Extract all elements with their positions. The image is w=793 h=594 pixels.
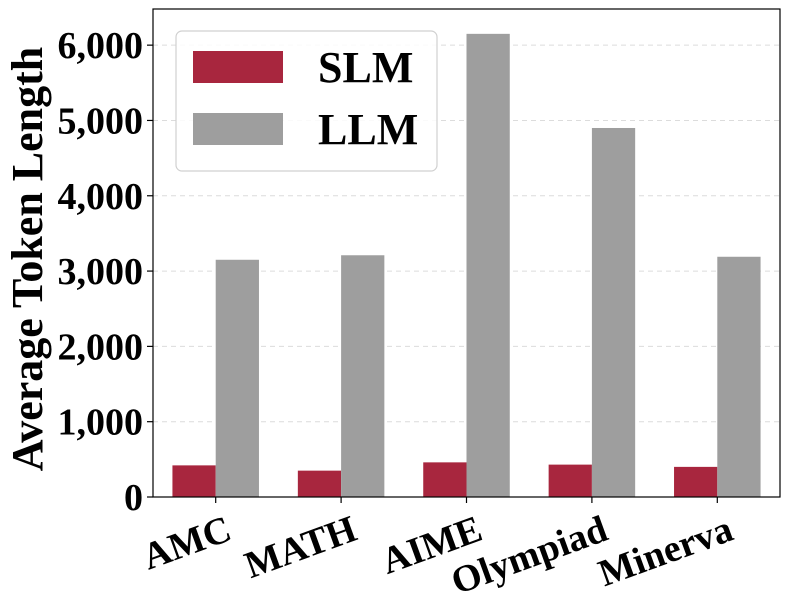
y-tick-label: 5,000 [58,100,144,142]
y-tick-label: 4,000 [58,176,144,218]
gridlines [153,44,780,423]
x-tick-label: AMC [137,508,237,579]
bar-slm-minerva [674,466,718,497]
bar-llm-amc [215,259,259,497]
bars [172,33,761,497]
legend: SLM LLM [175,30,438,172]
y-tick-label: 3,000 [58,251,144,293]
bar-slm-aime [423,462,467,497]
legend-swatch-llm [193,113,283,145]
legend-label-slm: SLM [318,43,413,92]
x-tick-label: Minerva [593,508,738,594]
y-axis-label: Average Token Length [3,47,52,472]
bar-llm-olympiad [591,127,636,497]
y-tick-label: 6,000 [58,25,144,67]
bar-llm-math [341,255,385,497]
bar-slm-olympiad [548,464,592,497]
y-tick-label: 0 [124,477,143,519]
y-tick-label: 2,000 [58,326,144,368]
legend-label-llm: LLM [318,105,418,154]
legend-swatch-slm [193,51,283,83]
bar-llm-minerva [717,256,761,497]
x-tick-label: MATH [239,508,362,587]
bar-llm-aime [466,33,510,497]
bar-slm-math [297,470,342,497]
bar-slm-amc [172,465,216,497]
y-axis: 0 1,000 2,000 3,000 4,000 5,000 6,000 [58,25,153,519]
y-tick-label: 1,000 [58,402,144,444]
